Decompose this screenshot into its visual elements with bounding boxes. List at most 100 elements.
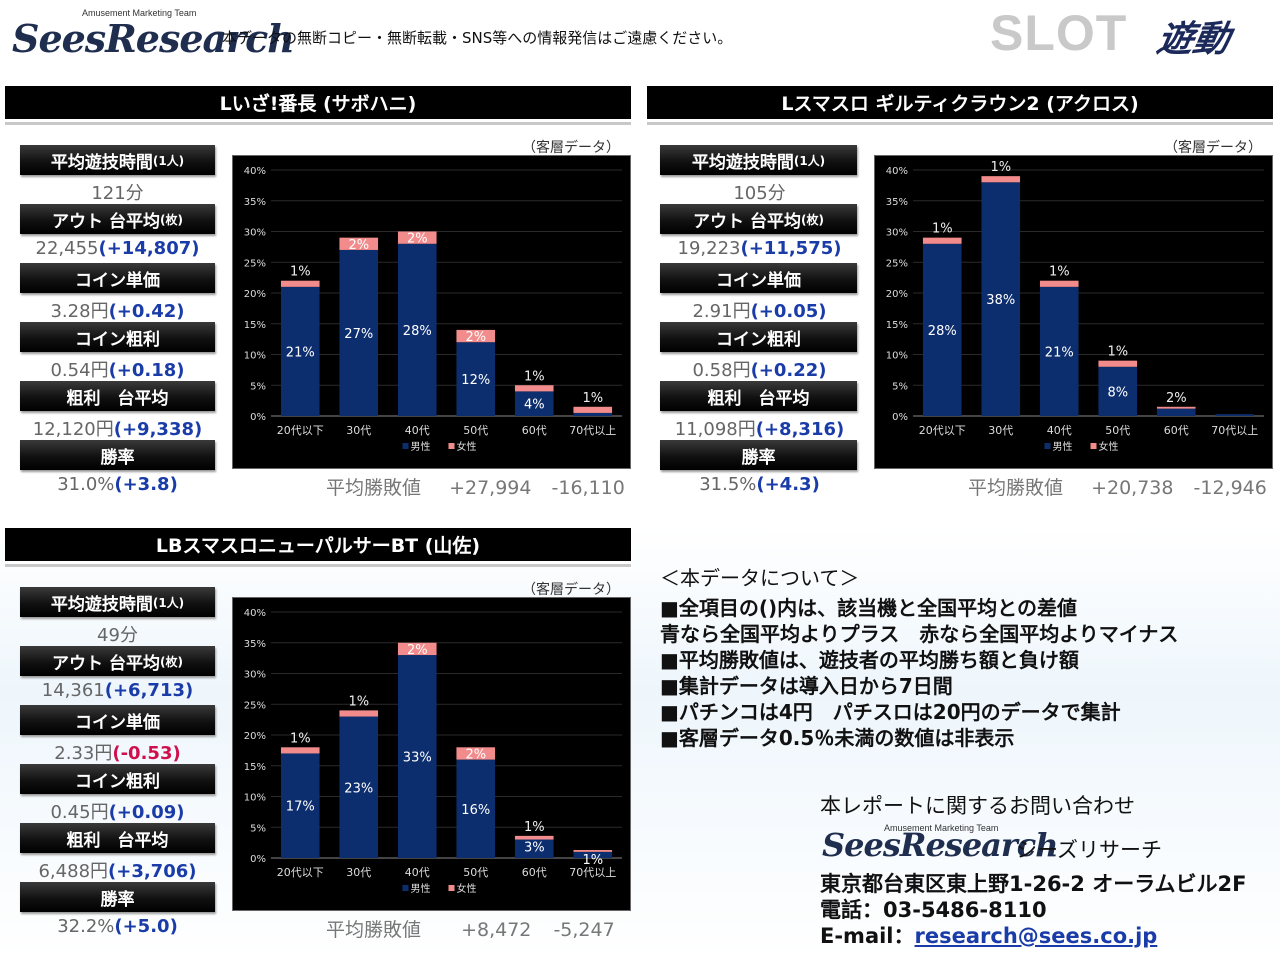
avg-winloss-label: 平均勝敗値 — [968, 477, 1064, 499]
email-link[interactable]: research@sees.co.jp — [914, 924, 1158, 948]
bar-female — [339, 237, 379, 250]
legend-swatch-male — [1044, 443, 1051, 449]
y-tick-label: 0% — [250, 854, 266, 865]
logo-team-text: Amusement Marketing Team — [82, 8, 197, 18]
x-tick-label: 60代 — [522, 424, 547, 437]
out-value: 22,455(+14,807) — [35, 238, 200, 259]
profit-value: 12,120円(+9,338) — [32, 419, 203, 440]
bar-female — [397, 231, 437, 244]
loss-avg-value: -5,247 — [553, 919, 615, 941]
note-line: ■全項目の()内は、該当機と全国平均との差値 — [660, 596, 1077, 620]
legend-label-male: 男性 — [1053, 440, 1073, 453]
out-label: アウト 台平均 (枚) — [20, 204, 215, 234]
bar-female — [1039, 280, 1079, 287]
data-label-female: 2% — [465, 747, 486, 762]
y-tick-label: 10% — [244, 351, 266, 362]
x-tick-label: 50代 — [463, 866, 488, 879]
data-label-female: 1% — [990, 160, 1011, 175]
brand-logo: 遊動 — [1153, 18, 1234, 60]
legend-swatch-female — [1090, 443, 1097, 449]
profit-label: 粗利 台平均 — [660, 381, 857, 411]
bar-male — [280, 753, 320, 858]
bar-female — [573, 406, 613, 413]
y-tick-label: 5% — [250, 823, 266, 834]
logo-text: SeesResearch — [822, 826, 1059, 864]
panel-title: Lスマスロ ギルティクラウン2 (アクロス) — [647, 86, 1273, 122]
coin-profit-label: コイン粗利 — [20, 322, 215, 352]
customer-chart-svg: 0% 5% 10% 15% 20% 25% 30% 35% 40% 28% 1% 20代以下 38% 1%… — [886, 160, 1264, 453]
coin-price-value: 2.91円(+0.05) — [692, 301, 827, 322]
y-tick-label: 40% — [244, 166, 266, 177]
note-line: ■平均勝敗値は、遊技者の平均勝ち額と負け額 — [660, 648, 1079, 672]
loss-avg-value: -16,110 — [551, 477, 625, 499]
x-tick-label: 30代 — [346, 866, 371, 879]
win-rate-value: 31.5%(+4.3) — [699, 474, 820, 495]
y-tick-label: 5% — [892, 381, 908, 392]
bar-female — [514, 385, 554, 392]
y-tick-label: 15% — [244, 762, 266, 773]
x-tick-label: 50代 — [1105, 424, 1130, 437]
bar-male — [397, 655, 437, 858]
avg-winloss-row: 平均勝敗値 +20,738 -12,946 — [968, 473, 1267, 500]
profit-label: 粗利 台平均 — [20, 381, 215, 411]
out-value: 19,223(+11,575) — [677, 238, 842, 259]
logo-text: SeesResearch — [12, 16, 295, 61]
data-label-female: 1% — [524, 369, 545, 384]
x-tick-label: 30代 — [346, 424, 371, 437]
data-label-female: 1% — [290, 731, 311, 746]
customer-chart-svg: 0% 5% 10% 15% 20% 25% 30% 35% 40% 21% 1% 20代以下 27% 2%… — [244, 166, 622, 453]
y-tick-label: 20% — [244, 731, 266, 742]
note-line: ■パチンコは4円 パチスロは20円のデータで集計 — [660, 700, 1121, 724]
legend-swatch-female — [448, 443, 455, 449]
y-tick-label: 30% — [244, 670, 266, 681]
bar-female — [1098, 360, 1138, 367]
coin-price-label: コイン単価 — [660, 263, 857, 293]
contact-block: 本レポートに関するお問い合わせ Amusement Marketing Team… — [820, 790, 1275, 955]
email-row: E-mail：research@sees.co.jp — [820, 920, 1157, 950]
legend-label-female: 女性 — [457, 440, 477, 453]
address: 東京都台東区東上野1-26-2 オーラムビル2F — [820, 872, 1247, 896]
customer-data-label: （客層データ） — [522, 140, 620, 156]
header-logo: Amusement Marketing Team SeesResearch — [12, 6, 295, 61]
bar-female — [514, 835, 554, 840]
bar-male — [514, 839, 554, 858]
x-tick-label: 40代 — [1047, 424, 1072, 437]
coin-price-value: 3.28円(+0.42) — [50, 301, 185, 322]
profit-value: 6,488円(+3,706) — [38, 861, 197, 882]
bar-female — [922, 237, 962, 244]
legend-label-female: 女性 — [457, 882, 477, 895]
data-label-female: 2% — [348, 238, 369, 253]
customer-chart: 0% 5% 10% 15% 20% 25% 30% 35% 40% 17% 1% 20代以下 23% 1%… — [232, 597, 631, 911]
y-tick-label: 40% — [886, 166, 908, 177]
panel-title: LBスマスロニューパルサーBT (山佐) — [5, 528, 631, 564]
y-tick-label: 35% — [244, 197, 266, 208]
data-label-female: 1% — [1049, 265, 1070, 280]
data-label-male: 4% — [524, 398, 545, 413]
data-label-male: 16% — [461, 803, 490, 818]
coin-profit-value: 0.58円(+0.22) — [692, 360, 827, 381]
y-tick-label: 20% — [886, 289, 908, 300]
y-tick-label: 20% — [244, 289, 266, 300]
x-tick-label: 70代以上 — [1211, 424, 1258, 437]
data-label-male: 33% — [403, 751, 432, 766]
win-rate-value: 32.2%(+5.0) — [57, 916, 178, 937]
avg-time-value: 49分 — [97, 625, 138, 646]
bar-male — [456, 759, 496, 858]
bar-female — [456, 329, 496, 343]
loss-avg-value: -12,946 — [1193, 477, 1267, 499]
y-tick-label: 30% — [886, 228, 908, 239]
coin-price-label: コイン単価 — [20, 705, 215, 735]
y-tick-label: 10% — [886, 351, 908, 362]
x-tick-label: 30代 — [988, 424, 1013, 437]
company-name: シーズリサーチ — [1016, 838, 1162, 862]
profit-label: 粗利 台平均 — [20, 823, 215, 853]
profit-value: 11,098円(+8,316) — [674, 419, 845, 440]
coin-price-value: 2.33円(-0.53) — [54, 743, 181, 764]
bar-male — [1215, 414, 1255, 416]
y-tick-label: 0% — [892, 412, 908, 423]
win-rate-label: 勝率 — [20, 440, 215, 470]
data-label-male: 28% — [403, 324, 432, 339]
data-label-female: 1% — [932, 222, 953, 237]
y-tick-label: 10% — [244, 793, 266, 804]
win-rate-label: 勝率 — [20, 882, 215, 912]
